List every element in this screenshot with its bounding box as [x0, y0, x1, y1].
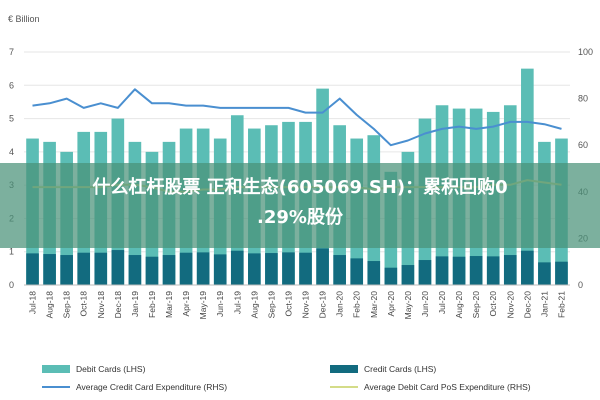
- x-tick-label: Oct-18: [79, 291, 89, 317]
- overlay-text-line2: .29%股份: [257, 207, 343, 228]
- x-tick-label: Mar-20: [369, 291, 379, 318]
- bar-credit: [503, 255, 517, 285]
- y-left-tick-label: 1: [9, 247, 14, 257]
- bar-credit: [128, 255, 142, 285]
- bar-credit: [111, 250, 125, 285]
- y-left-tick-label: 4: [9, 147, 14, 157]
- x-tick-label: Jul-19: [232, 291, 242, 314]
- bar-credit: [179, 252, 193, 285]
- bar-credit: [94, 252, 108, 285]
- y-right-tick-label: 60: [578, 140, 588, 150]
- legend-label-avg-debit: Average Debit Card PoS Expenditure (RHS): [364, 382, 531, 392]
- bar-credit: [350, 258, 364, 285]
- bar-credit: [401, 265, 415, 285]
- y-left-tick-label: 7: [9, 47, 14, 57]
- legend-swatch-avg-credit: [42, 386, 70, 388]
- x-tick-label: Apr-19: [181, 291, 191, 317]
- bar-credit: [77, 252, 91, 285]
- x-tick-label: May-19: [198, 291, 208, 320]
- x-tick-label: May-20: [403, 291, 413, 320]
- y-left-tick-label: 0: [9, 280, 14, 290]
- y-left-tick-label: 5: [9, 114, 14, 124]
- x-tick-label: Jul-20: [437, 291, 447, 314]
- bar-credit: [538, 262, 551, 285]
- y-right-tick-label: 100: [578, 47, 593, 57]
- bar-credit: [435, 256, 449, 285]
- x-tick-label: Jan-19: [130, 291, 140, 317]
- legend-swatch-avg-debit: [330, 386, 358, 388]
- bar-credit: [213, 254, 227, 285]
- bar-credit: [418, 260, 432, 285]
- bar-credit: [316, 248, 329, 285]
- x-tick-label: Dec-19: [318, 291, 328, 319]
- bar-credit: [469, 256, 483, 285]
- bar-credit: [196, 252, 210, 285]
- x-tick-label: Mar-19: [164, 291, 174, 318]
- legend-swatch-debit: [42, 365, 70, 373]
- bar-credit: [452, 256, 466, 285]
- x-tick-label: Feb-21: [556, 291, 566, 318]
- bar-credit: [384, 267, 398, 285]
- bar-credit: [299, 252, 312, 285]
- legend-label-avg-credit: Average Credit Card Expenditure (RHS): [76, 382, 228, 392]
- x-tick-label: Sep-18: [62, 291, 72, 319]
- bar-credit: [282, 252, 295, 285]
- bar-credit: [555, 261, 568, 285]
- bar-credit: [521, 250, 534, 285]
- x-tick-label: Jul-18: [28, 291, 38, 314]
- overlay-text-line1: 什么杠杆股票 正和生态(605069.SH)：累积回购0: [92, 177, 508, 198]
- legend-item-avg-credit: Average Credit Card Expenditure (RHS): [42, 382, 227, 392]
- y-right-tick-label: 0: [578, 280, 583, 290]
- legend-label-debit: Debit Cards (LHS): [76, 364, 146, 374]
- legend-swatch-credit: [330, 365, 358, 373]
- x-tick-label: Jan-21: [539, 291, 549, 317]
- legend-item-debit: Debit Cards (LHS): [42, 364, 145, 374]
- unit-label: € Billion: [8, 14, 40, 24]
- bar-credit: [265, 253, 278, 285]
- x-tick-label: Nov-19: [301, 291, 311, 319]
- x-tick-label: Dec-20: [522, 291, 532, 319]
- x-tick-label: Aug-18: [45, 291, 55, 319]
- x-tick-label: Apr-20: [386, 291, 396, 317]
- bar-credit: [162, 255, 176, 285]
- bar-credit: [486, 256, 500, 285]
- x-tick-label: Nov-20: [505, 291, 515, 319]
- x-tick-label: Aug-20: [454, 291, 464, 319]
- x-tick-label: Dec-18: [113, 291, 123, 319]
- bar-credit: [26, 253, 39, 285]
- x-tick-label: Feb-19: [147, 291, 157, 318]
- x-tick-label: Feb-20: [352, 291, 362, 318]
- legend-item-credit: Credit Cards (LHS): [330, 364, 436, 374]
- legend-item-avg-debit: Average Debit Card PoS Expenditure (RHS): [330, 382, 531, 392]
- x-tick-label: Oct-19: [283, 291, 293, 317]
- x-tick-label: Jun-19: [215, 291, 225, 317]
- x-tick-label: Aug-19: [249, 291, 259, 319]
- bar-credit: [145, 256, 159, 285]
- bar-credit: [230, 250, 244, 285]
- bar-credit: [367, 261, 381, 285]
- x-tick-label: Sep-20: [471, 291, 481, 319]
- bar-credit: [248, 253, 261, 285]
- line-avg-credit-expenditure: [32, 88, 562, 147]
- chart-legend: Debit Cards (LHS) Credit Cards (LHS) Ave…: [0, 360, 600, 400]
- bar-credit: [60, 255, 73, 285]
- x-tick-label: Jan-20: [335, 291, 345, 317]
- overlay-banner: 什么杠杆股票 正和生态(605069.SH)：累积回购0 .29%股份: [0, 163, 600, 248]
- bar-credit: [43, 254, 56, 285]
- y-left-tick-label: 6: [9, 80, 14, 90]
- x-tick-label: Nov-18: [96, 291, 106, 319]
- x-tick-label: Sep-19: [266, 291, 276, 319]
- x-tick-label: Oct-20: [488, 291, 498, 317]
- y-right-tick-label: 80: [578, 94, 588, 104]
- legend-label-credit: Credit Cards (LHS): [364, 364, 437, 374]
- x-tick-label: Jun-20: [420, 291, 430, 317]
- bar-credit: [333, 255, 346, 285]
